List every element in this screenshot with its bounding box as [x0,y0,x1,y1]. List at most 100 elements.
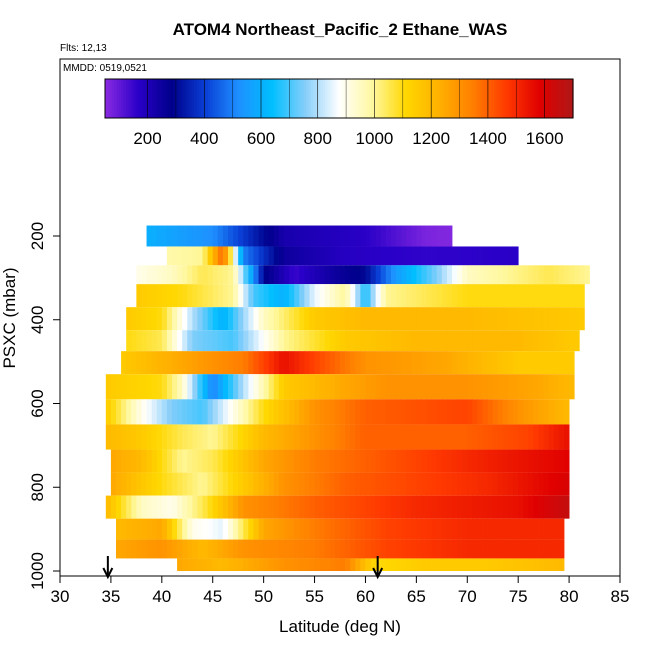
heatmap-cell [151,539,158,559]
heatmap-cell [497,518,504,540]
heatmap-cell [146,449,153,473]
heatmap-cell [452,472,458,496]
heatmap-cell [172,495,178,519]
heatmap-cell [411,374,417,400]
heatmap-cell [558,449,565,473]
heatmap-cell [528,518,534,540]
heatmap-cell [431,330,438,352]
heatmap-cell [299,374,305,400]
heatmap-cell [309,424,315,450]
heatmap-cell [508,495,514,519]
heatmap-cell [177,472,183,496]
heatmap-cell [136,399,142,425]
heatmap-cell [136,449,142,473]
heatmap-cell [304,518,310,540]
heatmap-cell [278,424,285,450]
colorbar: 200 400 600 800 1000 1200 1400 1600 [104,78,574,148]
heatmap-cell [558,495,565,519]
heatmap-cell [431,351,438,375]
colorbar-segment [137,79,141,118]
heatmap-cell [406,558,412,571]
heatmap-cell [263,539,270,559]
colorbar-segment [107,79,111,118]
heatmap-cell [385,518,392,540]
heatmap-cell [401,472,407,496]
heatmap-cell [222,246,229,266]
heatmap-cell [508,472,514,496]
heatmap-cell [355,374,361,400]
heatmap-cell [350,265,356,285]
heatmap-cell [360,449,366,473]
heatmap-cell [457,424,463,450]
heatmap-cell [207,330,214,352]
heatmap-cell [401,424,407,450]
heatmap-cell [319,351,326,375]
colorbar-segment [175,79,179,118]
heatmap-cell [411,518,417,540]
x-tick-label: 30 [51,587,70,606]
heatmap-cell [319,284,326,308]
heatmap-cell [177,399,183,425]
heatmap-cell [253,246,259,266]
heatmap-cell [538,424,545,450]
heatmap-cell [161,472,168,496]
heatmap-cell [243,284,249,308]
heatmap-cell [564,307,570,331]
heatmap-cell [268,351,275,375]
heatmap-cell [166,351,173,375]
heatmap-cell [217,351,224,375]
heatmap-cell [416,558,422,571]
heatmap-cell [472,472,478,496]
heatmap-cell [207,424,214,450]
heatmap-cell [564,399,570,425]
heatmap-cell [197,246,203,266]
heatmap-cell [436,449,443,473]
heatmap-cell [396,246,402,266]
colorbar-tick-label: 400 [190,129,218,148]
heatmap-cell [355,558,361,571]
heatmap-cell [202,472,209,496]
colorbar-segment [432,79,436,118]
heatmap-cell [487,449,494,473]
colorbar-segment [168,79,172,118]
heatmap-cell [258,265,265,285]
colorbar-segment [135,79,139,118]
heatmap-cell [329,449,336,473]
colorbar-segment [285,79,289,118]
heatmap-cell [406,307,412,331]
heatmap-cell [441,246,448,266]
heatmap-cell [523,330,529,352]
heatmap-cell [579,307,585,331]
heatmap-cell [309,284,315,308]
heatmap-cell [533,284,539,308]
heatmap-cell [253,330,259,352]
heatmap-cell [248,330,254,352]
heatmap-cell [340,424,346,450]
heatmap-cell [319,449,326,473]
heatmap-cell [258,539,265,559]
heatmap-cell [299,449,305,473]
heatmap-cell [192,399,198,425]
heatmap-cell [253,351,259,375]
heatmap-cell [523,495,529,519]
heatmap-cell [233,424,239,450]
heatmap-cell [217,518,224,540]
heatmap-cell [319,246,326,266]
heatmap-cell [294,225,300,247]
heatmap-cell [477,449,483,473]
heatmap-cell [131,351,137,375]
heatmap-cell [278,284,285,308]
colorbar-segment [362,79,366,118]
heatmap-cell [513,307,519,331]
heatmap-cell [492,307,499,331]
heatmap-cell [558,518,565,540]
heatmap-cell [487,424,494,450]
heatmap-cell [156,307,163,331]
colorbar-segment [301,79,305,118]
heatmap-cell [497,472,504,496]
heatmap-cell [136,351,142,375]
colorbar-segment [404,79,408,118]
heatmap-cell [538,495,545,519]
heatmap-cell [187,307,193,331]
heatmap-cell [508,424,514,450]
